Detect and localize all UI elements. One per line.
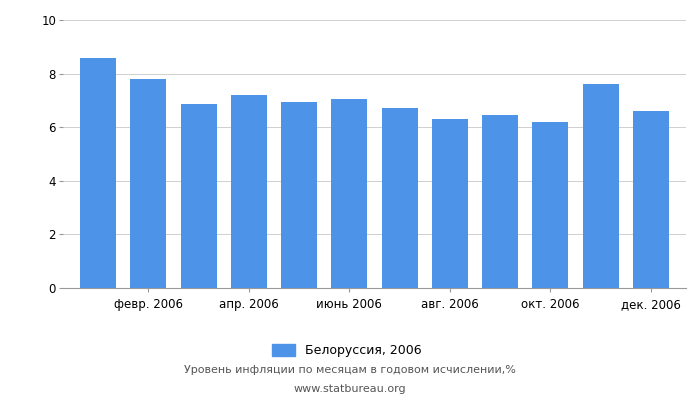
Text: www.statbureau.org: www.statbureau.org bbox=[294, 384, 406, 394]
Bar bbox=[80, 58, 116, 288]
Bar bbox=[181, 104, 217, 288]
Bar bbox=[432, 119, 468, 288]
Bar bbox=[633, 111, 669, 288]
Legend: Белоруссия, 2006: Белоруссия, 2006 bbox=[272, 344, 421, 357]
Bar bbox=[231, 95, 267, 288]
Bar bbox=[382, 108, 418, 288]
Bar bbox=[532, 122, 568, 288]
Bar bbox=[281, 102, 317, 288]
Bar bbox=[331, 99, 368, 288]
Bar bbox=[130, 79, 167, 288]
Text: Уровень инфляции по месяцам в годовом исчислении,%: Уровень инфляции по месяцам в годовом ис… bbox=[184, 365, 516, 375]
Bar bbox=[582, 84, 619, 288]
Bar bbox=[482, 115, 518, 288]
